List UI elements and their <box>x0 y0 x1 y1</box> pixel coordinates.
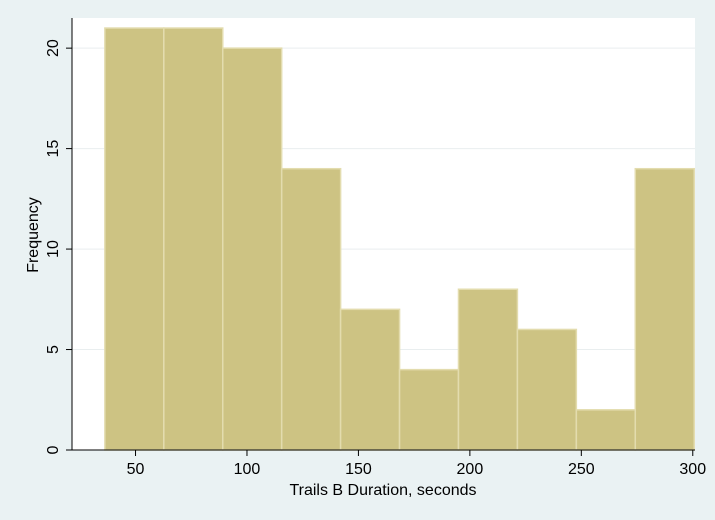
histogram-bar <box>280 167 342 451</box>
histogram-bar <box>398 368 460 451</box>
histogram-bar <box>634 167 695 451</box>
x-tick-label: 200 <box>457 461 484 478</box>
histogram-bar <box>457 288 519 451</box>
y-tick-label: 15 <box>45 140 62 158</box>
y-tick-label: 20 <box>45 39 62 57</box>
y-tick-label: 10 <box>45 240 62 258</box>
y-tick-label: 5 <box>45 345 62 354</box>
y-tick-label: 0 <box>45 445 62 454</box>
y-tick-labels: 0 5 10 15 20 <box>45 39 62 454</box>
histogram-bar <box>221 47 283 451</box>
histogram-bar <box>163 27 224 451</box>
x-tick-labels: 50 100 150 200 250 300 <box>127 461 707 478</box>
x-tick-label: 150 <box>345 461 372 478</box>
y-axis-title: Frequency <box>25 197 42 273</box>
histogram-bar <box>575 409 637 451</box>
histogram-bar <box>339 308 401 451</box>
histogram-bars <box>104 27 695 451</box>
x-tick-label: 100 <box>234 461 261 478</box>
x-axis-title: Trails B Duration, seconds <box>289 482 476 499</box>
x-tick-label: 300 <box>679 461 706 478</box>
histogram-bar <box>516 328 578 451</box>
histogram-bar <box>104 27 165 451</box>
x-tick-label: 50 <box>127 461 145 478</box>
axes <box>66 18 695 456</box>
x-tick-label: 250 <box>568 461 595 478</box>
